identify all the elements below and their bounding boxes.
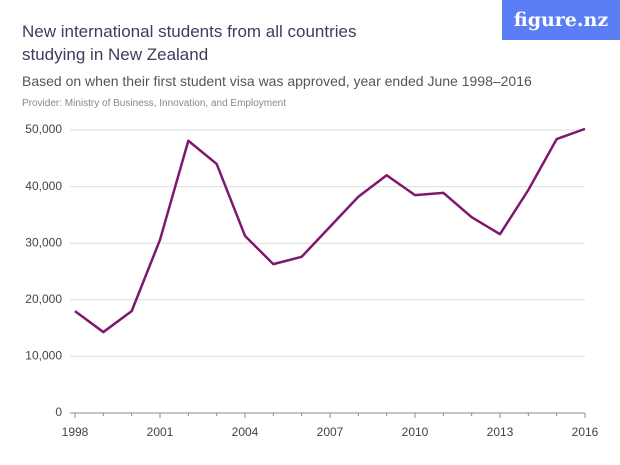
x-tick-label: 2013	[487, 425, 514, 439]
y-tick-label: 0	[55, 405, 62, 419]
y-tick-label: 30,000	[25, 235, 62, 249]
x-tick-label: 2007	[317, 425, 344, 439]
x-tick-label: 2010	[402, 425, 429, 439]
x-tick-label: 2016	[572, 425, 599, 439]
x-tick-label: 2001	[147, 425, 174, 439]
x-tick-label: 2004	[232, 425, 259, 439]
y-tick-label: 40,000	[25, 179, 62, 193]
y-tick-label: 20,000	[25, 292, 62, 306]
source: Provider: Ministry of Business, Innovati…	[22, 98, 287, 109]
chart-title: New international students from all coun…	[22, 22, 357, 64]
y-tick-label: 50,000	[25, 122, 62, 136]
logo[interactable]: figure.nz	[502, 0, 620, 40]
x-tick-label: 1998	[62, 425, 89, 439]
y-tick-label: 10,000	[25, 349, 62, 363]
data-line	[74, 127, 586, 334]
chart-subtitle: Based on when their first student visa w…	[22, 73, 532, 89]
